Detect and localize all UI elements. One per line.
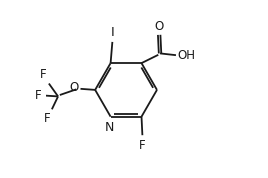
Text: I: I: [110, 26, 114, 39]
Text: OH: OH: [177, 49, 195, 62]
Text: O: O: [155, 20, 164, 33]
Text: N: N: [105, 121, 114, 134]
Text: F: F: [139, 139, 146, 152]
Text: F: F: [35, 89, 41, 102]
Text: O: O: [69, 81, 78, 94]
Text: F: F: [40, 67, 47, 80]
Text: F: F: [44, 112, 51, 125]
